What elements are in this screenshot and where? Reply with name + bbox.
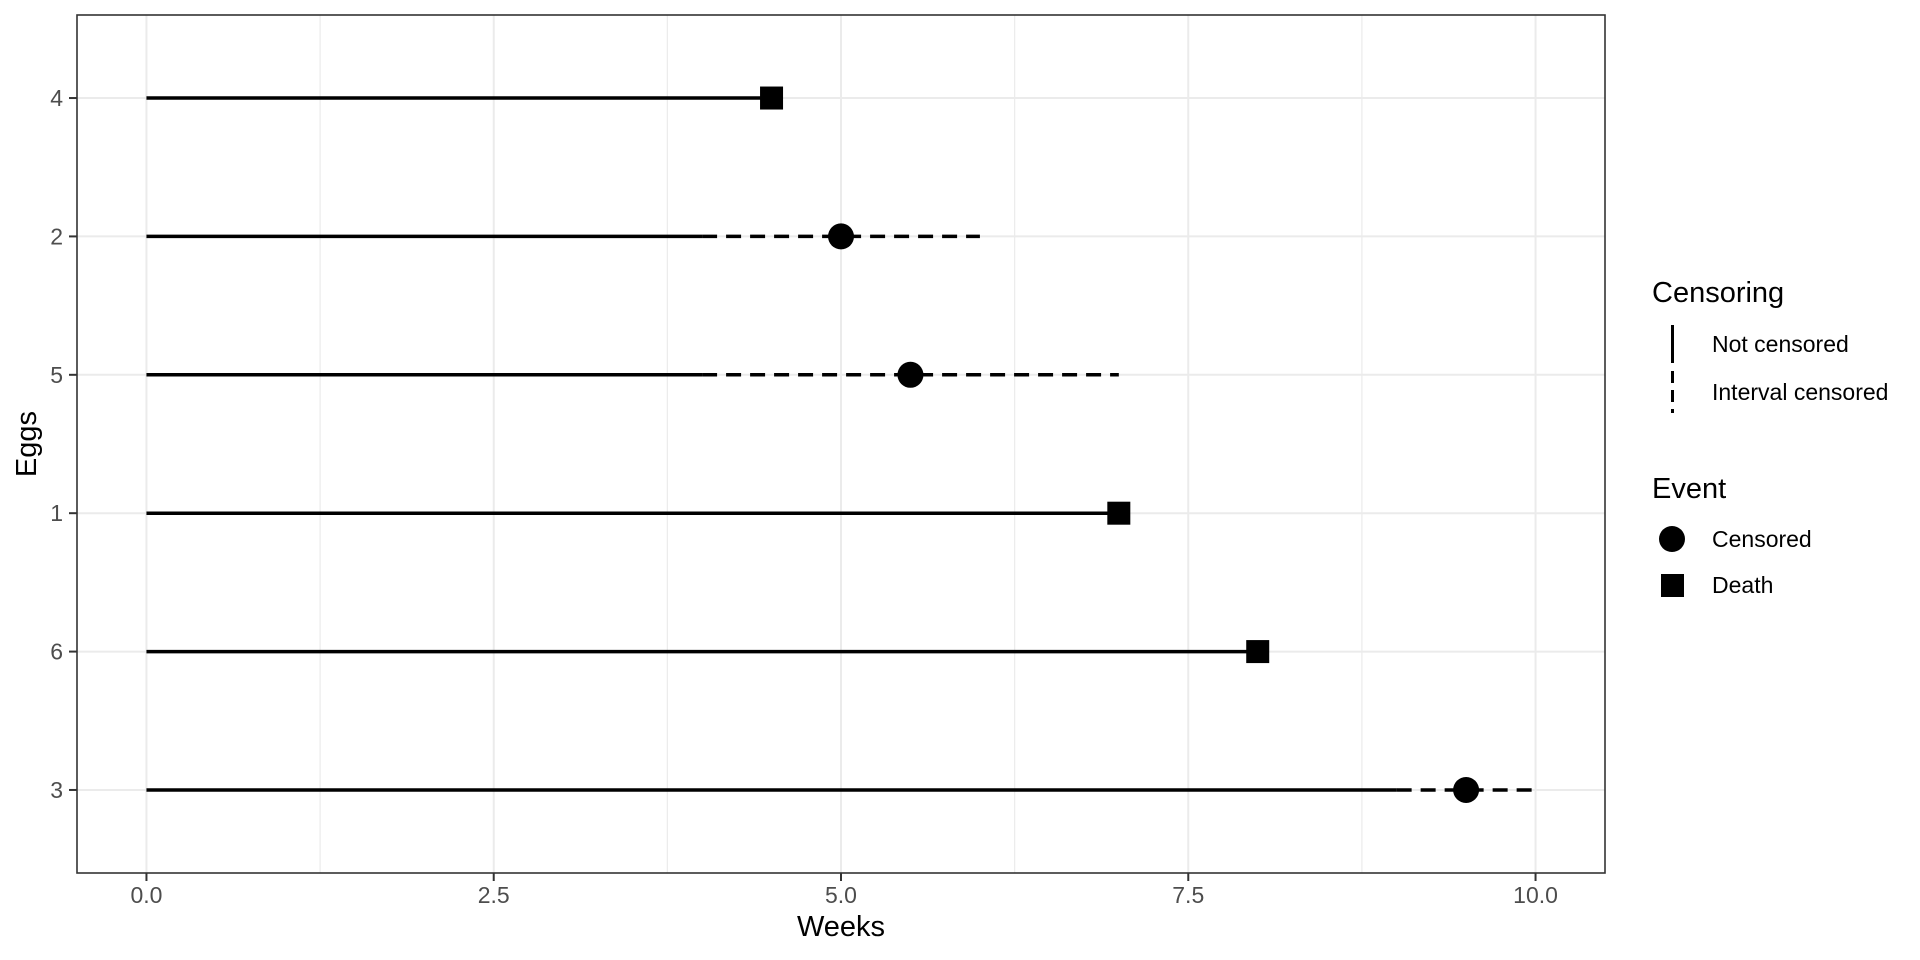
legend-item-label: Censored bbox=[1712, 525, 1812, 552]
y-tick-label: 5 bbox=[50, 362, 63, 388]
legend-item-death: Death bbox=[1652, 562, 1912, 608]
legend-item-interval-censored: Interval censored bbox=[1652, 368, 1912, 416]
legend-item-label: Not censored bbox=[1712, 330, 1849, 357]
death-square-marker bbox=[1246, 640, 1270, 664]
legend-event-title: Event bbox=[1652, 473, 1727, 505]
solid-line-key-icon bbox=[1670, 325, 1674, 363]
x-tick-label: 7.5 bbox=[1172, 882, 1204, 908]
y-tick-label: 2 bbox=[50, 223, 63, 249]
censored-circle-marker bbox=[1453, 776, 1480, 803]
x-tick-label: 2.5 bbox=[478, 882, 510, 908]
legend: Censoring Not censored Interval censored… bbox=[1652, 276, 1912, 608]
legend-item-label: Death bbox=[1712, 571, 1774, 598]
legend-key bbox=[1652, 562, 1692, 608]
square-marker-icon bbox=[1660, 573, 1684, 597]
legend-item-not-censored: Not censored bbox=[1652, 320, 1912, 368]
death-square-marker bbox=[1107, 501, 1131, 525]
censored-circle-marker bbox=[828, 223, 854, 250]
x-tick-label: 5.0 bbox=[825, 882, 857, 908]
legend-censoring-title: Censoring bbox=[1652, 277, 1785, 309]
legend-item-label: Interval censored bbox=[1712, 378, 1889, 405]
y-tick-label: 1 bbox=[50, 500, 63, 526]
dashed-line-key-icon bbox=[1670, 371, 1674, 413]
death-square-marker bbox=[760, 86, 784, 110]
censored-circle-marker bbox=[897, 361, 924, 388]
y-tick-label: 3 bbox=[50, 777, 63, 803]
y-tick-label: 4 bbox=[50, 85, 63, 111]
y-tick-label: 6 bbox=[50, 639, 63, 665]
x-tick-label: 0.0 bbox=[130, 882, 162, 908]
y-axis-title: Eggs bbox=[11, 410, 43, 478]
x-tick-label: 10.0 bbox=[1513, 882, 1558, 908]
legend-item-censored: Censored bbox=[1652, 516, 1912, 562]
legend-key bbox=[1652, 516, 1692, 562]
legend-key bbox=[1652, 368, 1692, 416]
x-axis-title: Weeks bbox=[796, 911, 886, 943]
circle-marker-icon bbox=[1659, 526, 1685, 552]
legend-key bbox=[1652, 320, 1692, 368]
